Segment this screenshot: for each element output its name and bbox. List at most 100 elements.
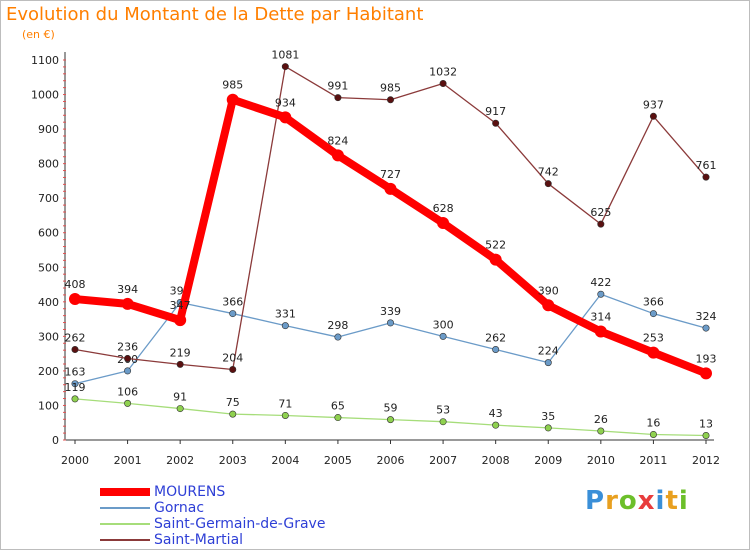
data-point-mourens: [121, 297, 134, 310]
data-point-saint-martial: [649, 112, 657, 120]
data-point-mourens: [489, 253, 502, 266]
data-label-mourens: 314: [590, 311, 611, 324]
data-label-mourens: 522: [485, 239, 506, 252]
data-label-mourens: 347: [170, 299, 191, 312]
data-label-saint-germain-de-grave: 65: [331, 400, 345, 413]
data-point-saint-germain-de-grave: [124, 399, 132, 407]
data-point-mourens: [700, 367, 712, 380]
data-label-saint-martial: 985: [380, 82, 401, 95]
data-label-saint-germain-de-grave: 26: [594, 413, 608, 426]
data-point-mourens: [647, 346, 660, 359]
legend-swatch: [100, 523, 150, 525]
y-tick-label: 900: [38, 123, 59, 136]
data-label-saint-germain-de-grave: 16: [646, 416, 660, 429]
data-point-gornac: [281, 322, 289, 330]
legend-label: Saint-Martial: [154, 532, 244, 548]
data-label-gornac: 224: [538, 345, 559, 358]
legend-swatch: [100, 539, 150, 541]
data-point-mourens: [542, 299, 555, 312]
data-label-saint-germain-de-grave: 35: [541, 410, 555, 423]
data-point-gornac: [439, 332, 447, 340]
data-point-gornac: [649, 310, 657, 318]
x-tick-label: 2001: [114, 454, 142, 467]
data-label-gornac: 366: [643, 296, 664, 309]
y-tick-label: 300: [38, 330, 59, 343]
x-tick-label: 2012: [692, 454, 720, 467]
y-tick-label: 100: [38, 399, 59, 412]
data-point-saint-germain-de-grave: [229, 410, 237, 418]
data-point-saint-germain-de-grave: [71, 395, 79, 403]
proxiti-logo: Proxiti: [585, 486, 689, 516]
data-point-gornac: [386, 319, 394, 327]
data-label-mourens: 934: [275, 96, 296, 109]
legend-label: Gornac: [154, 500, 205, 516]
logo-letter: x: [637, 486, 656, 516]
y-tick-label: 800: [38, 158, 59, 171]
data-point-saint-germain-de-grave: [492, 421, 500, 429]
x-tick-label: 2009: [534, 454, 562, 467]
data-point-mourens: [279, 111, 292, 124]
data-point-mourens: [384, 182, 397, 195]
data-label-saint-germain-de-grave: 59: [384, 402, 398, 415]
data-label-saint-martial: 219: [170, 346, 191, 359]
data-point-gornac: [71, 380, 79, 388]
data-label-saint-germain-de-grave: 53: [436, 404, 450, 417]
data-label-gornac: 331: [275, 308, 296, 321]
data-label-saint-martial: 991: [327, 80, 348, 93]
data-point-saint-martial: [544, 180, 552, 188]
data-point-saint-germain-de-grave: [176, 405, 184, 413]
x-tick-label: 2005: [324, 454, 352, 467]
data-label-gornac: 163: [65, 366, 86, 379]
x-tick-label: 2011: [639, 454, 667, 467]
data-point-gornac: [597, 290, 605, 298]
legend-label: MOURENS: [154, 484, 226, 500]
data-label-saint-martial: 625: [590, 206, 611, 219]
data-label-mourens: 193: [696, 352, 717, 365]
data-label-saint-martial: 761: [696, 159, 717, 172]
x-tick-label: 2008: [482, 454, 510, 467]
data-point-mourens: [174, 314, 187, 327]
data-label-saint-martial: 236: [117, 340, 138, 353]
y-tick-label: 200: [38, 365, 59, 378]
y-tick-label: 600: [38, 227, 59, 240]
logo-letter: i: [655, 486, 666, 516]
data-point-saint-martial: [597, 220, 605, 228]
data-point-gornac: [492, 345, 500, 353]
y-tick-label: 1100: [31, 54, 59, 67]
data-label-gornac: 298: [327, 319, 348, 332]
data-label-gornac: 339: [380, 305, 401, 318]
y-tick-label: 500: [38, 261, 59, 274]
data-label-saint-martial: 1032: [429, 65, 457, 78]
data-label-mourens: 824: [327, 134, 348, 147]
data-point-gornac: [544, 359, 552, 367]
data-label-gornac: 324: [696, 310, 717, 323]
data-point-saint-martial: [124, 354, 132, 362]
data-point-saint-germain-de-grave: [649, 430, 657, 438]
data-label-gornac: 262: [485, 331, 506, 344]
data-point-saint-martial: [386, 96, 394, 104]
data-point-saint-martial: [71, 345, 79, 353]
data-point-gornac: [334, 333, 342, 341]
data-point-saint-germain-de-grave: [544, 424, 552, 432]
data-label-mourens: 408: [65, 278, 86, 291]
data-point-saint-germain-de-grave: [281, 411, 289, 419]
data-label-saint-martial: 937: [643, 98, 664, 111]
data-point-saint-germain-de-grave: [439, 418, 447, 426]
data-point-mourens: [594, 325, 607, 338]
data-point-gornac: [702, 324, 710, 332]
data-point-mourens: [331, 149, 344, 162]
legend-swatch: [100, 488, 150, 496]
data-point-saint-germain-de-grave: [334, 414, 342, 422]
data-label-saint-martial: 1081: [271, 49, 299, 62]
data-label-gornac: 422: [590, 276, 611, 289]
data-point-gornac: [124, 367, 132, 375]
y-tick-label: 1000: [31, 89, 59, 102]
x-tick-label: 2000: [61, 454, 89, 467]
data-label-saint-germain-de-grave: 43: [489, 407, 503, 420]
data-label-saint-germain-de-grave: 71: [278, 397, 292, 410]
x-tick-label: 2002: [166, 454, 194, 467]
data-label-saint-germain-de-grave: 119: [65, 381, 86, 394]
x-tick-label: 2003: [219, 454, 247, 467]
